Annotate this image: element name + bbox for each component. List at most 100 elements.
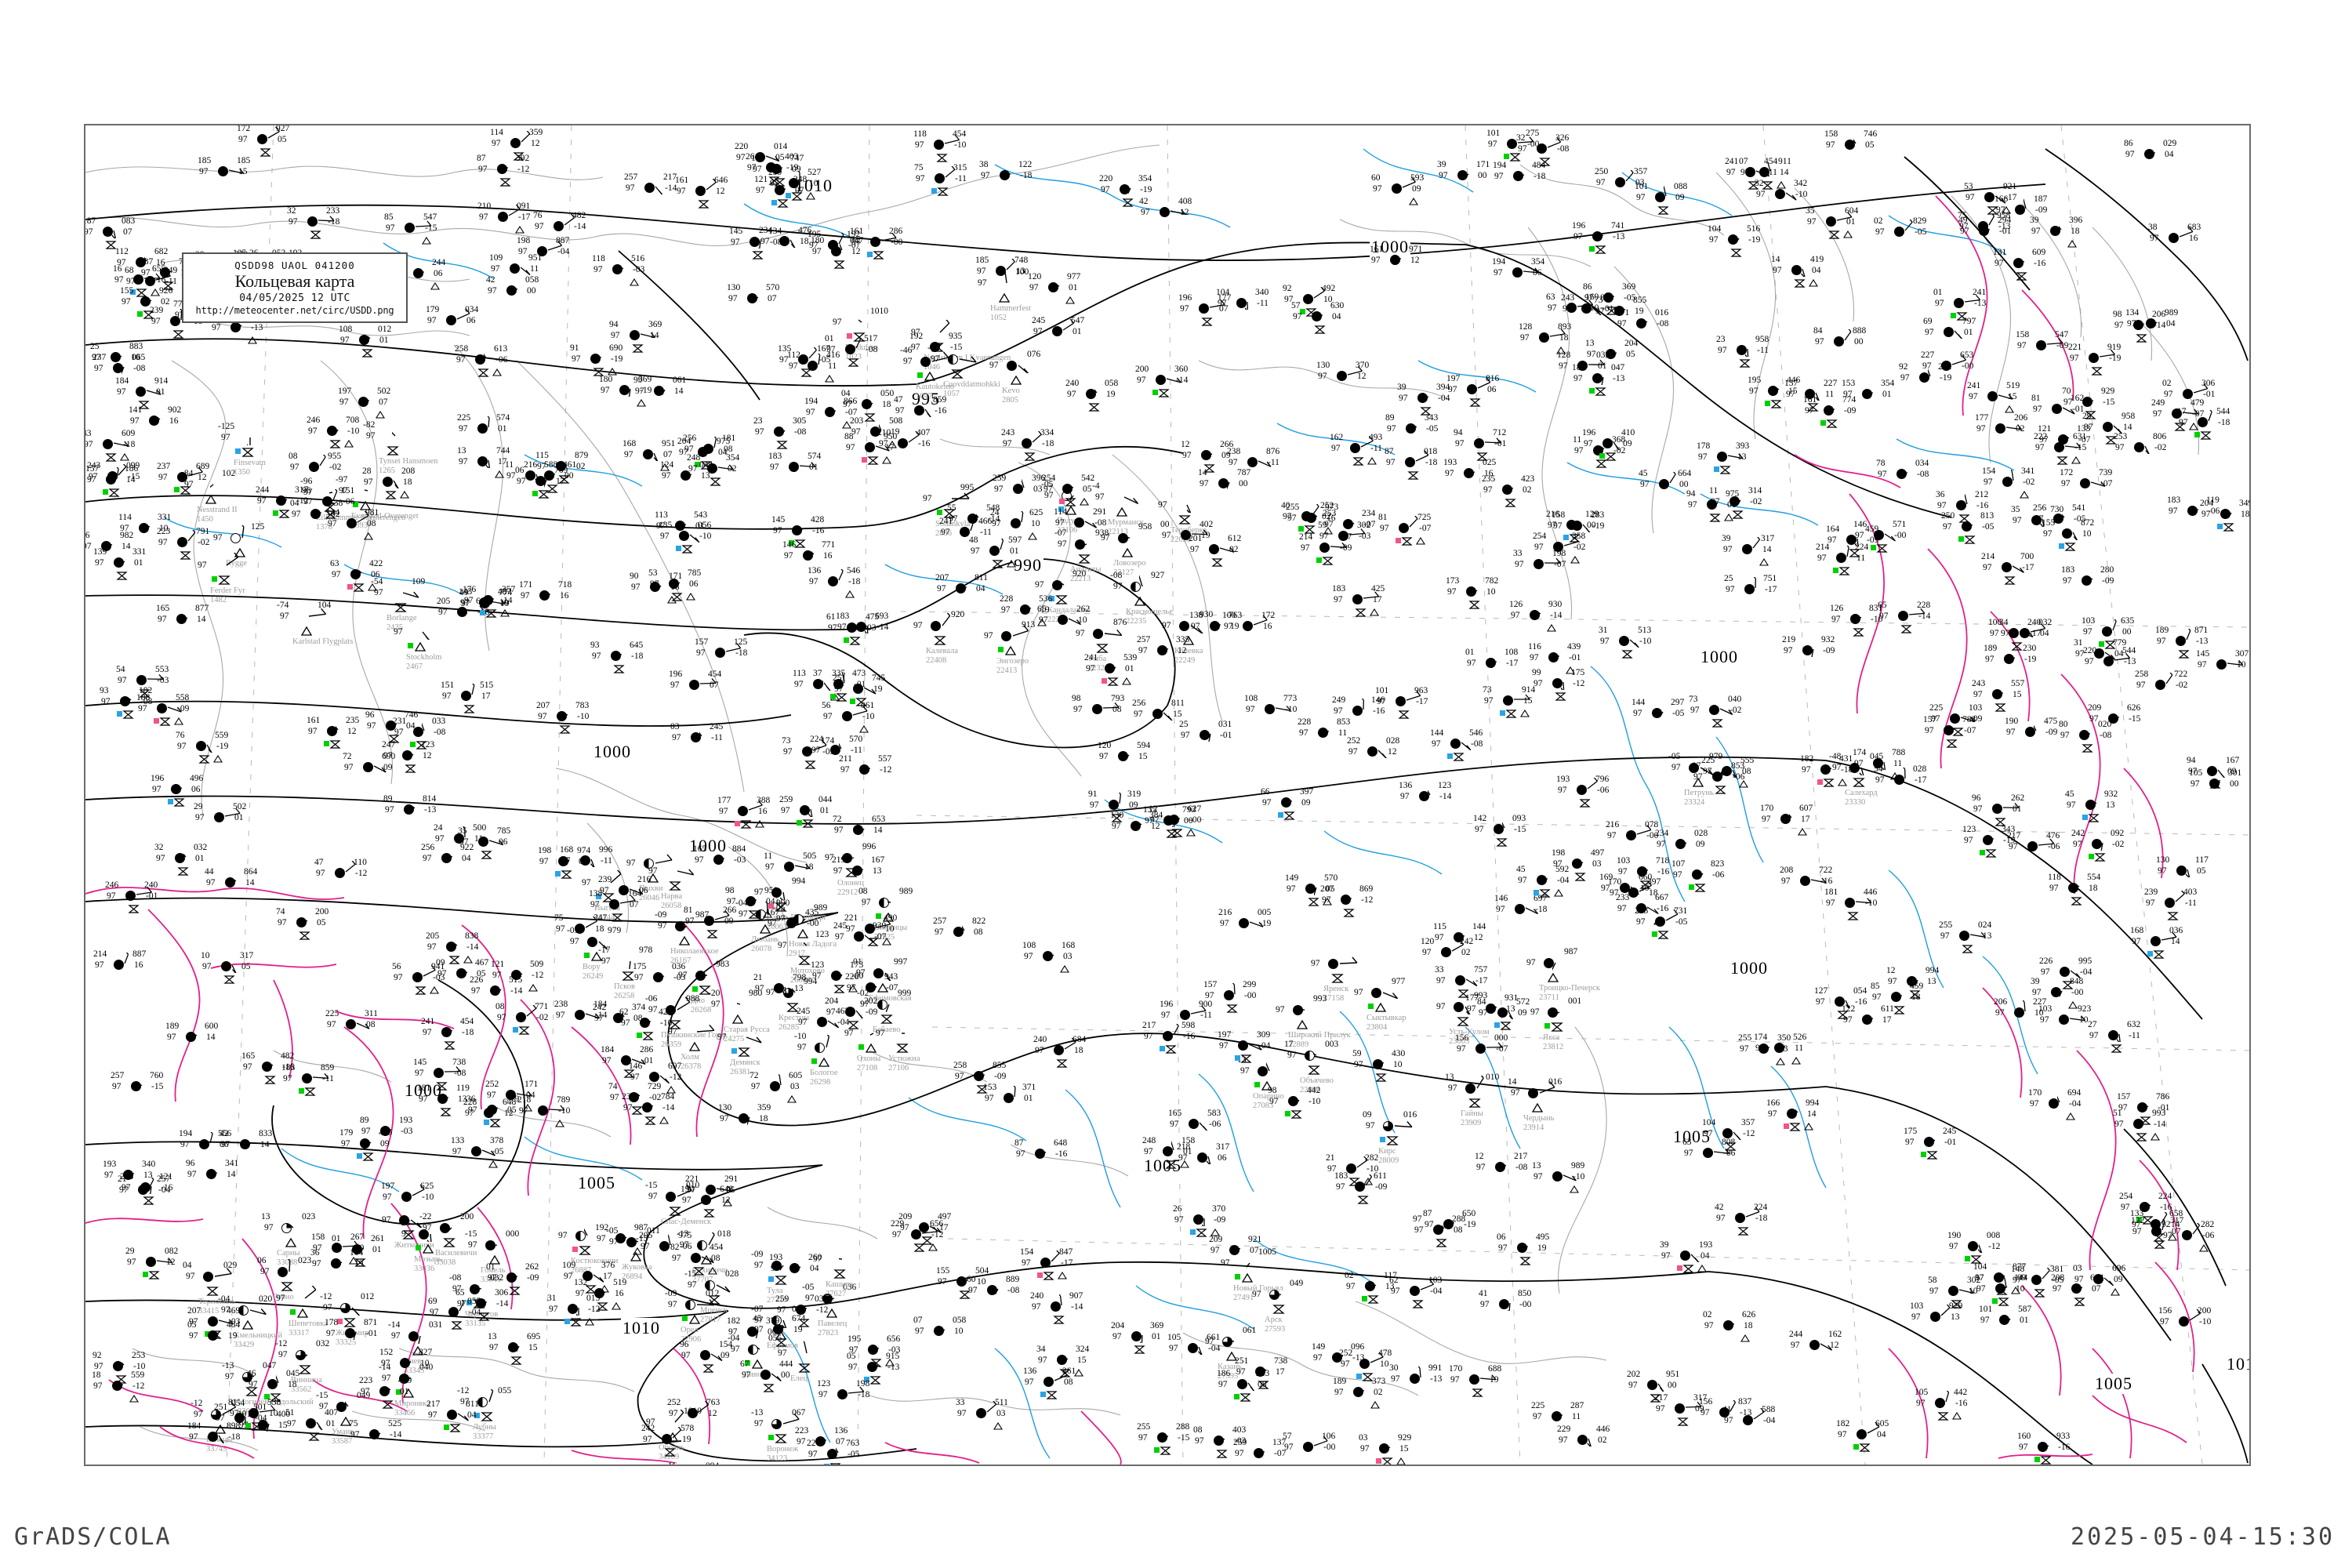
pressure-tendency-icon [485,609,497,618]
station-dewpoint: 97 [230,1409,239,1419]
station-dewpoint: 97 [1656,1404,1665,1414]
station-pressure-change: 05 [1083,485,1092,495]
pressure-tendency-icon [148,1271,160,1279]
isobar-label: 1005 [2093,1374,2134,1394]
station-dewpoint: 97 [506,471,516,481]
station-pressure: 430 [1392,1049,1405,1059]
station-pressure-change: 07 [710,681,719,691]
station-pressure-change: -02 [1730,706,1741,716]
wind-barb-icon [251,1374,255,1377]
station-name: Каневка [1174,647,1203,656]
pressure-tendency-icon [2034,1289,2045,1298]
station-wmo-id: 26359 [661,1040,681,1050]
station-temperature: 33 [1513,549,1523,559]
station-wmo-id: 2917 [789,949,805,959]
pressure-tendency-icon [1469,398,1481,407]
station-temperature: 227 [1921,350,1934,361]
station-pressure-change: 15 [1399,1444,1409,1454]
station-pressure-change: 04 [467,1410,477,1421]
station-pressure: 653 [872,815,885,825]
station-pressure-change: -12 [816,1305,828,1316]
precip-type-swatch [1589,246,1595,252]
cloud-low-icon [686,593,695,601]
station-dewpoint: 97 [1709,235,1719,245]
station-pressure: 288 [1176,1422,1189,1432]
station-pressure-change: 01 [1152,1332,1161,1342]
station-wmo-id: 23803 [1449,1037,1469,1047]
station-temperature: 248 [687,453,700,463]
wind-barb-icon [1083,543,1087,546]
station-dewpoint: 97 [556,1011,565,1021]
station-pressure: 648 [1054,1138,1067,1149]
station-dewpoint: 97 [1949,1242,1958,1252]
station-dewpoint: 97 [2198,660,2207,670]
station-dewpoint: 97 [1704,1129,1713,1139]
station-temperature: -08 [1110,571,1122,581]
weather-map-frame[interactable]: .coast{fill:none;stroke:#a8a8a8;stroke-w… [84,124,2251,1466]
map-canvas: .coast{fill:none;stroke:#a8a8a8;stroke-w… [85,125,2249,1465]
station-pressure-change: -04 [1258,1041,1270,1051]
station-dewpoint: 97 [487,1091,496,1101]
station-pressure-change: -19 [2003,836,2015,846]
cloud-low-icon [2199,1244,2209,1252]
station-pressure: 822 [972,916,985,927]
station-pressure-change: -00 [1527,140,1539,150]
station-dewpoint: 97 [2114,1120,2124,1130]
cloud-low-icon [885,1359,895,1367]
station-temperature: 221 [844,913,858,924]
station-dewpoint: 97 [2160,1317,2169,1327]
station-dewpoint: 97 [517,477,526,487]
station-temperature: 207 [187,1306,201,1316]
wind-barb-icon [418,1335,421,1344]
station-pressure-change: 14 [2123,423,2132,433]
station-pressure: 505 [803,851,816,862]
precip-type-swatch [1285,1111,1290,1116]
station-temperature: 13 [1237,1055,1247,1065]
station-pressure: 025 [1483,458,1496,468]
station-dewpoint: 97 [1943,522,1952,532]
station-dewpoint: 97 [2132,937,2141,947]
station-pressure: 198 [856,1379,869,1389]
station-pressure: 744 [496,446,510,456]
station-wmo-id: 26144 [594,913,615,923]
pressure-tendency-icon [1055,595,1068,604]
station-dewpoint: 97 [1494,268,1503,278]
station-pressure-change: -03 [633,265,644,275]
precip-type-swatch [290,1309,296,1315]
station-lower-left-group: 97 [1101,533,1110,543]
precip-type-swatch [998,647,1004,652]
station-temperature: 243 [1972,679,1985,689]
station-temperature: 12 [1149,804,1158,815]
station-pressure: 811 [466,1399,479,1410]
station-dewpoint: 97 [249,1380,258,1390]
pressure-tendency-icon [2004,576,2016,585]
station-name: Ferder Fyr [210,586,245,596]
station-dewpoint: 97 [1976,424,1986,434]
station-pressure: 262 [525,1262,539,1272]
pressure-tendency-icon [1853,628,1864,637]
station-pressure-change: 02 [728,464,737,474]
wind-barb-icon [655,854,673,864]
station-dewpoint: 97 [85,440,93,450]
station-temperature: 87 [1423,1209,1432,1219]
station-pressure-change: -12 [1743,1129,1755,1139]
present-weather-icon [1116,506,1128,517]
station-dewpoint: 97 [1781,877,1791,887]
station-temperature: 207 [536,701,550,711]
station-pressure: 403 [2183,887,2197,898]
station-pressure-change: 19 [1230,622,1240,632]
station-temperature: 144 [1430,728,1443,739]
pressure-tendency-icon [478,1312,490,1321]
station-temperature: 168 [622,439,636,449]
station-pressure: 357 [1741,1118,1755,1128]
station-name: Ровно [273,1293,294,1302]
station-temperature: 196 [151,774,164,784]
station-wmo-id: 22408 [926,656,946,666]
station-pressure: 049 [1290,1279,1303,1289]
station-pressure-change: -17 [2005,193,2016,203]
station-pressure-change: 08 [367,519,376,529]
station-dewpoint: 97 [1784,646,1793,656]
wind-barb-icon [610,870,622,884]
station-pressure: 558 [176,693,189,703]
station-dewpoint: 97 [1262,798,1272,808]
